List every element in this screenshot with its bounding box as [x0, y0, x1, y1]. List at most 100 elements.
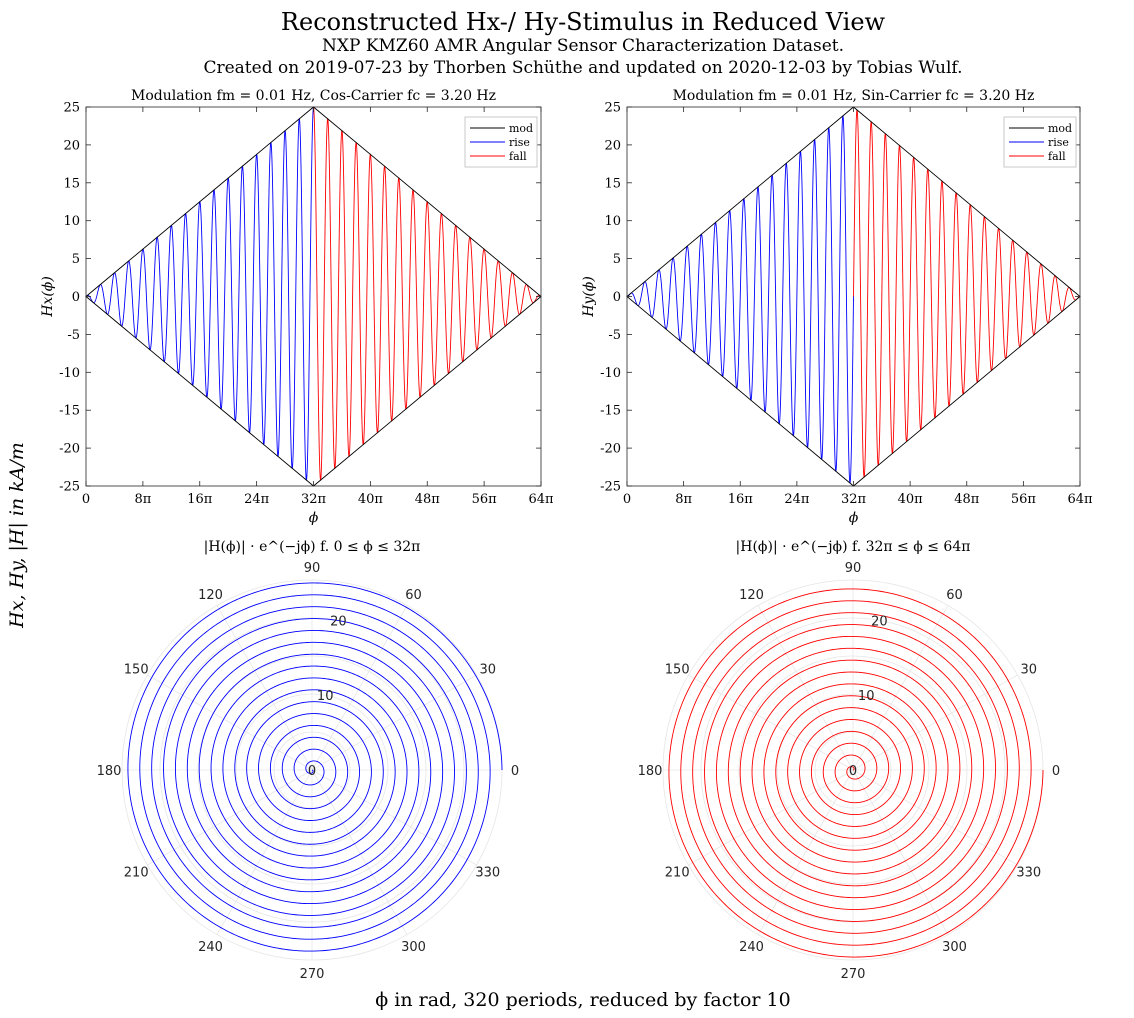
legend-label-rise: rise: [509, 136, 530, 149]
y-tick-label: -25: [600, 480, 621, 495]
plot-area: [86, 107, 541, 486]
y-tick-label: -25: [59, 480, 80, 495]
polar-ring: [814, 731, 892, 809]
r-tick-label: 0: [308, 764, 316, 779]
rise-polar-plot: |H(ϕ)| · e^(−jϕ) f. 0 ≤ ϕ ≤ 32π 0 30 60 90 12…: [97, 539, 520, 982]
polar-spoke: [311, 769, 477, 866]
polar-ring: [235, 693, 389, 847]
y-tick-label: 0: [613, 290, 621, 305]
x-tick-label: 56π: [1011, 492, 1037, 507]
theta-tick-label: 330: [1016, 866, 1041, 881]
theta-tick-label: 180: [638, 764, 663, 779]
theta-tick-label: 270: [841, 967, 866, 982]
polar-ring: [700, 617, 1006, 923]
polar-title: |H(ϕ)| · e^(−jϕ) f. 32π ≤ ϕ ≤ 64π: [736, 539, 971, 555]
legend-label-mod: mod: [509, 122, 533, 135]
polar-spoke: [688, 674, 854, 771]
x-tick-label: 48π: [954, 492, 980, 507]
polar-spoke: [852, 769, 1018, 866]
legend-label-fall: fall: [1048, 150, 1066, 163]
theta-tick-label: 240: [739, 940, 764, 955]
theta-tick-label: 210: [665, 866, 690, 881]
polar-spoke: [852, 769, 949, 935]
theta-tick-label: 150: [665, 663, 690, 678]
theta-tick-label: 0: [1052, 764, 1060, 779]
figure-subtitle-2: Created on 2019-07-23 by Thorben Schüthe…: [203, 58, 962, 78]
y-tick-label: -20: [59, 442, 80, 457]
theta-tick-label: 90: [845, 561, 862, 576]
x-tick-label: 16π: [187, 492, 213, 507]
y-tick-label: -5: [67, 328, 80, 343]
y-tick-label: -15: [59, 404, 80, 419]
polar-series-rise: [127, 582, 503, 952]
x-tick-label: 40π: [898, 492, 924, 507]
polar-ring: [197, 655, 427, 885]
legend-label-mod: mod: [1048, 122, 1072, 135]
theta-tick-label: 300: [401, 940, 426, 955]
legend-label-fall: fall: [509, 150, 527, 163]
y-tick-label: -10: [600, 366, 621, 381]
theta-tick-label: 270: [300, 967, 325, 982]
y-tick-label: 20: [63, 138, 80, 153]
y-axis-label: Hy(ϕ): [581, 276, 597, 318]
theta-tick-label: 90: [304, 561, 321, 576]
polar-spoke: [216, 769, 313, 935]
y-tick-label: 10: [604, 214, 621, 229]
polar-spoke: [216, 605, 313, 771]
y-tick-label: -5: [608, 328, 621, 343]
y-axis-label: Hx(ϕ): [40, 276, 56, 318]
theta-tick-label: 300: [942, 940, 967, 955]
figure-title: Reconstructed Hx-/ Hy-Stimulus in Reduce…: [281, 8, 886, 36]
hy-line-chart: Modulation fm = 0.01 Hz, Sin-Carrier fc …: [581, 88, 1093, 526]
x-axis-label: ϕ: [309, 510, 319, 526]
y-tick-label: 25: [63, 101, 80, 116]
r-tick-label: 20: [330, 614, 347, 629]
theta-tick-label: 240: [198, 940, 223, 955]
x-tick-label: 8π: [134, 492, 151, 507]
theta-tick-label: 180: [97, 764, 122, 779]
shared-x-label: ϕ in rad, 320 periods, reduced by factor…: [375, 989, 790, 1011]
x-tick-label: 0: [623, 492, 631, 507]
y-tick-label: 25: [604, 101, 621, 116]
y-tick-label: 15: [604, 176, 621, 191]
y-tick-label: 5: [72, 252, 80, 267]
y-tick-label: -20: [600, 442, 621, 457]
theta-tick-label: 0: [511, 764, 519, 779]
theta-tick-label: 330: [475, 866, 500, 881]
polar-spoke: [311, 674, 477, 771]
polar-spoke: [852, 674, 1018, 771]
polar-spoke: [147, 674, 313, 771]
x-tick-label: 40π: [358, 492, 384, 507]
polar-spoke: [688, 769, 854, 866]
fall-polar-plot: |H(ϕ)| · e^(−jϕ) f. 32π ≤ ϕ ≤ 64π 0 30 60 90…: [638, 539, 1061, 982]
r-tick-label: 0: [849, 764, 857, 779]
polar-spoke: [311, 769, 408, 935]
figure-subtitle-1: NXP KMZ60 AMR Angular Sensor Characteriz…: [322, 36, 844, 56]
theta-tick-label: 120: [739, 588, 764, 603]
polar-ring: [776, 693, 930, 847]
series-fall: [853, 109, 1080, 478]
x-tick-label: 48π: [415, 492, 441, 507]
polar-series-fall: [668, 588, 1044, 958]
polar-title: |H(ϕ)| · e^(−jϕ) f. 0 ≤ ϕ ≤ 32π: [204, 539, 421, 555]
r-tick-label: 10: [317, 689, 334, 704]
x-axis-label: ϕ: [849, 510, 859, 526]
y-tick-label: 0: [72, 290, 80, 305]
y-tick-label: 15: [63, 176, 80, 191]
y-tick-label: 20: [604, 138, 621, 153]
r-tick-label: 10: [858, 689, 875, 704]
x-tick-label: 16π: [728, 492, 754, 507]
x-tick-label: 64π: [528, 492, 554, 507]
theta-tick-label: 210: [124, 866, 149, 881]
polar-spoke: [757, 605, 854, 771]
y-tick-label: -10: [59, 366, 80, 381]
theta-tick-label: 30: [480, 663, 497, 678]
polar-spoke: [757, 769, 854, 935]
r-tick-label: 20: [871, 614, 888, 629]
polar-ring: [273, 731, 351, 809]
theta-tick-label: 60: [946, 588, 963, 603]
x-tick-label: 0: [82, 492, 90, 507]
shared-y-label: Hx, Hy, |H| in kA/m: [6, 442, 28, 629]
x-tick-label: 32π: [301, 492, 327, 507]
